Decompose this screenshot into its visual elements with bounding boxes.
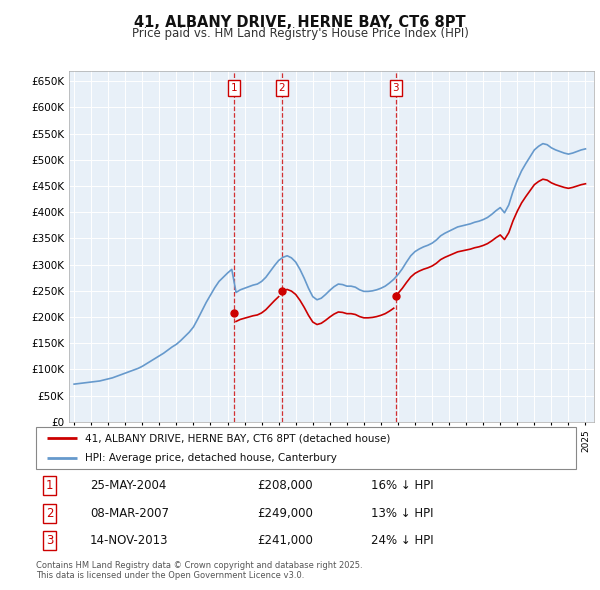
Text: 13% ↓ HPI: 13% ↓ HPI xyxy=(371,507,433,520)
FancyBboxPatch shape xyxy=(36,427,576,469)
Text: 1: 1 xyxy=(230,83,238,93)
Text: Price paid vs. HM Land Registry's House Price Index (HPI): Price paid vs. HM Land Registry's House … xyxy=(131,27,469,40)
Text: £241,000: £241,000 xyxy=(257,534,313,547)
Text: 1: 1 xyxy=(46,479,53,492)
Text: 25-MAY-2004: 25-MAY-2004 xyxy=(90,479,166,492)
Text: 14-NOV-2013: 14-NOV-2013 xyxy=(90,534,169,547)
Text: 08-MAR-2007: 08-MAR-2007 xyxy=(90,507,169,520)
Text: 16% ↓ HPI: 16% ↓ HPI xyxy=(371,479,433,492)
Text: Contains HM Land Registry data © Crown copyright and database right 2025.
This d: Contains HM Land Registry data © Crown c… xyxy=(36,560,362,580)
Text: 3: 3 xyxy=(392,83,399,93)
Text: 3: 3 xyxy=(46,534,53,547)
Text: £208,000: £208,000 xyxy=(257,479,313,492)
Text: 2: 2 xyxy=(46,507,53,520)
Text: £249,000: £249,000 xyxy=(257,507,313,520)
Text: HPI: Average price, detached house, Canterbury: HPI: Average price, detached house, Cant… xyxy=(85,453,337,463)
Text: 41, ALBANY DRIVE, HERNE BAY, CT6 8PT: 41, ALBANY DRIVE, HERNE BAY, CT6 8PT xyxy=(134,15,466,30)
Text: 24% ↓ HPI: 24% ↓ HPI xyxy=(371,534,433,547)
Text: 41, ALBANY DRIVE, HERNE BAY, CT6 8PT (detached house): 41, ALBANY DRIVE, HERNE BAY, CT6 8PT (de… xyxy=(85,433,390,443)
Text: 2: 2 xyxy=(278,83,285,93)
